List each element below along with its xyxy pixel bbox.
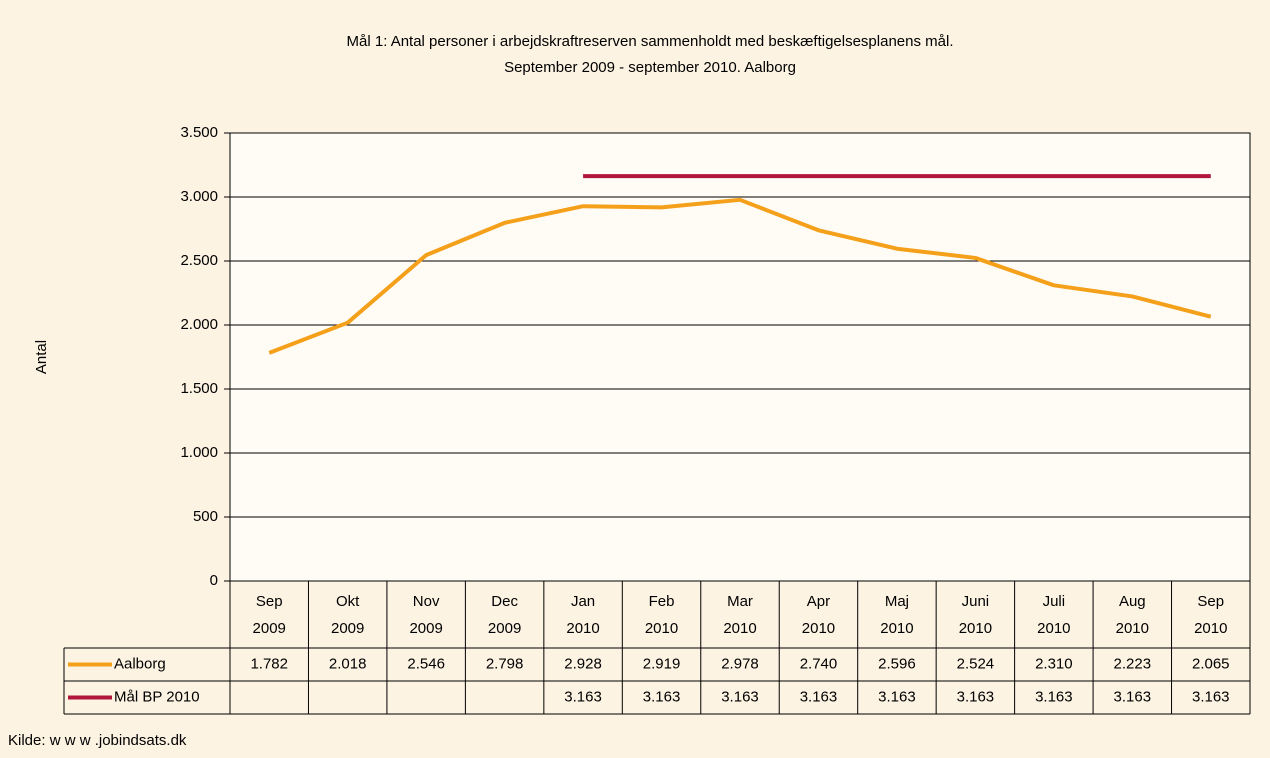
y-tick-label: 1.500 xyxy=(180,380,218,397)
data-label: 3.163 xyxy=(643,688,681,705)
data-label: 2.018 xyxy=(329,655,367,672)
chart-subtitle: September 2009 - september 2010. Aalborg xyxy=(504,59,796,76)
legend-label: Mål BP 2010 xyxy=(114,688,200,705)
y-tick-label: 1.000 xyxy=(180,444,218,461)
data-label: 3.163 xyxy=(1192,688,1230,705)
x-tick-label: Juli xyxy=(1043,593,1066,610)
data-label: 2.798 xyxy=(486,655,524,672)
data-label: 3.163 xyxy=(800,688,838,705)
plot-border xyxy=(229,132,1251,582)
x-tick-label: Dec xyxy=(491,593,518,610)
data-label: 2.223 xyxy=(1114,655,1152,672)
x-tick-label: Aug xyxy=(1119,593,1146,610)
plot-area xyxy=(230,133,1250,581)
x-tick-label: Sep xyxy=(1197,593,1224,610)
y-tick-label: 0 xyxy=(210,572,218,589)
x-tick-label: Sep xyxy=(256,593,283,610)
data-label: 2.596 xyxy=(878,655,916,672)
data-label: 2.740 xyxy=(800,655,838,672)
data-label: 2.919 xyxy=(643,655,681,672)
x-tick-label: 2010 xyxy=(880,620,913,637)
data-label: 1.782 xyxy=(250,655,288,672)
x-tick-label: Apr xyxy=(807,593,830,610)
x-tick-label: 2009 xyxy=(488,620,521,637)
data-label: 3.163 xyxy=(1114,688,1152,705)
data-label: 2.310 xyxy=(1035,655,1073,672)
y-tick-label: 2.000 xyxy=(180,316,218,333)
data-label: 2.978 xyxy=(721,655,759,672)
x-tick-label: 2010 xyxy=(802,620,835,637)
x-tick-label: 2010 xyxy=(1116,620,1149,637)
x-tick-label: Nov xyxy=(413,593,440,610)
x-tick-label: 2010 xyxy=(1194,620,1227,637)
data-label: 3.163 xyxy=(878,688,916,705)
x-tick-label: 2010 xyxy=(566,620,599,637)
data-label: 2.065 xyxy=(1192,655,1230,672)
series-line xyxy=(268,197,1212,355)
chart-title: Mål 1: Antal personer i arbejdskraftrese… xyxy=(347,33,954,50)
data-label: 3.163 xyxy=(957,688,995,705)
data-label: 2.928 xyxy=(564,655,602,672)
x-tick-label: Mar xyxy=(727,593,753,610)
y-axis-label: Antal xyxy=(33,340,50,374)
y-tick-label: 500 xyxy=(193,508,218,525)
x-tick-label: 2009 xyxy=(409,620,442,637)
data-label: 2.546 xyxy=(407,655,445,672)
y-tick-label: 3.500 xyxy=(180,124,218,141)
x-tick-label: Okt xyxy=(336,593,360,610)
data-label: 3.163 xyxy=(721,688,759,705)
y-tick-label: 3.000 xyxy=(180,188,218,205)
x-tick-label: 2010 xyxy=(645,620,678,637)
y-tick-label: 2.500 xyxy=(180,252,218,269)
x-tick-label: 2010 xyxy=(1037,620,1070,637)
data-label: 2.524 xyxy=(957,655,995,672)
data-label: 3.163 xyxy=(564,688,602,705)
legend-label: Aalborg xyxy=(114,655,166,672)
x-tick-label: 2010 xyxy=(959,620,992,637)
x-tick-label: 2010 xyxy=(723,620,756,637)
x-tick-label: Maj xyxy=(885,593,909,610)
x-tick-label: Jan xyxy=(571,593,595,610)
x-tick-label: Feb xyxy=(649,593,675,610)
x-tick-label: 2009 xyxy=(253,620,286,637)
source: Kilde: w w w .jobindsats.dk xyxy=(8,732,187,749)
x-tick-label: 2009 xyxy=(331,620,364,637)
x-tick-label: Juni xyxy=(962,593,990,610)
data-label: 3.163 xyxy=(1035,688,1073,705)
